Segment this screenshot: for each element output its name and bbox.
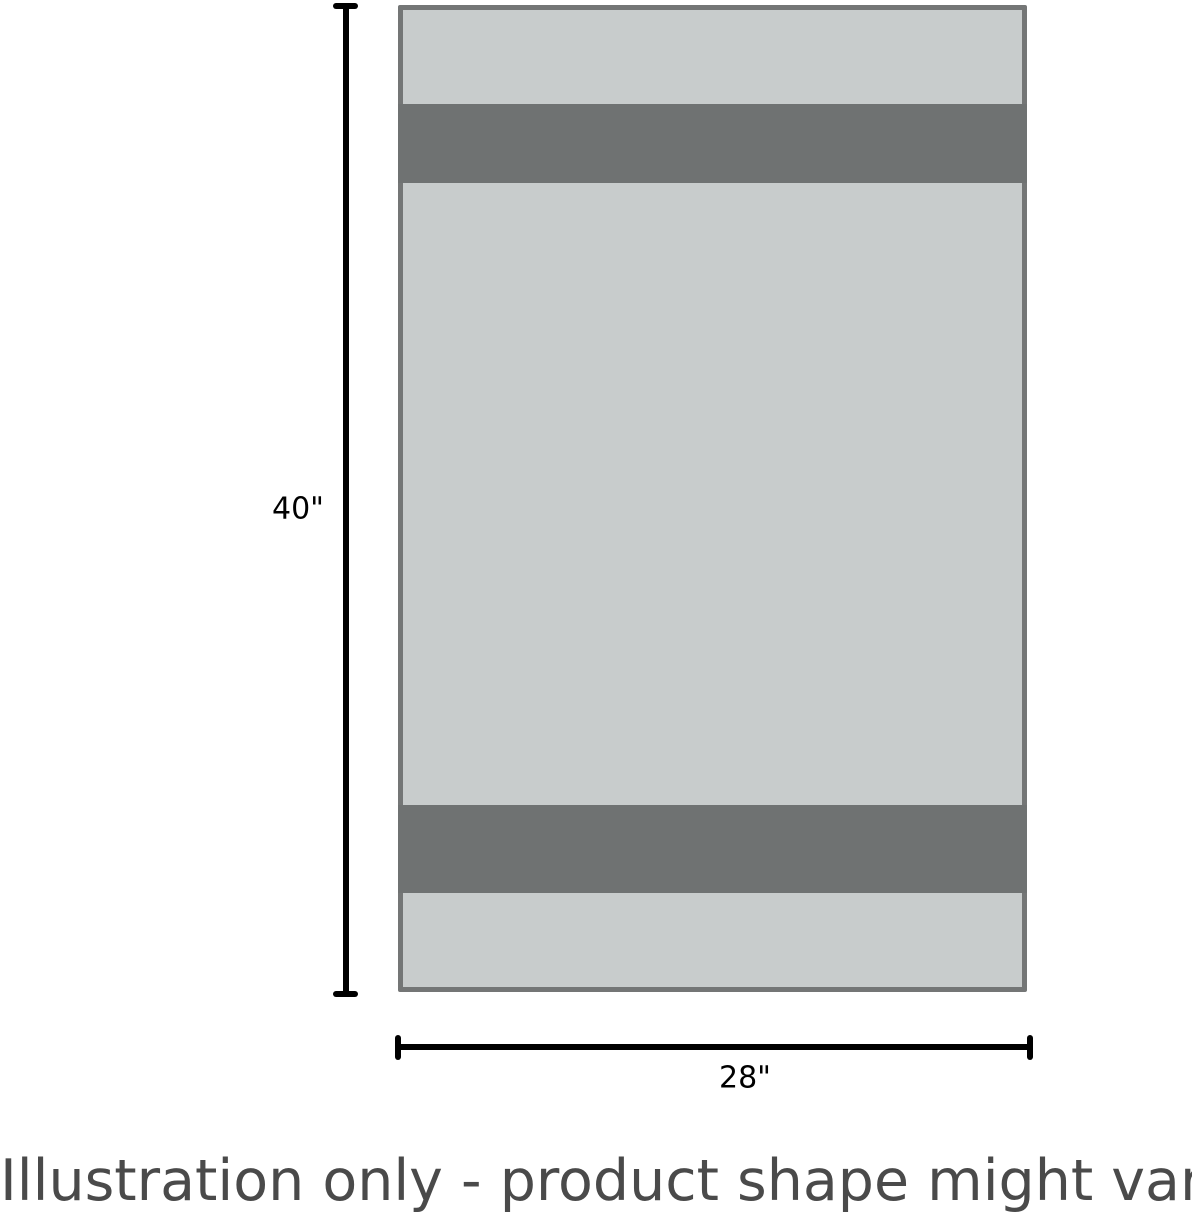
towel-outline xyxy=(398,5,1027,992)
towel-band-top xyxy=(398,104,1027,183)
towel-band-bottom xyxy=(398,805,1027,893)
width-dimension-line xyxy=(398,1044,1030,1050)
height-dimension-cap-bottom xyxy=(333,991,358,997)
width-label: 28" xyxy=(719,1060,771,1096)
width-dimension-cap-right xyxy=(1027,1035,1033,1060)
disclaimer-caption: Illustration only - product shape might … xyxy=(0,1148,1192,1214)
height-label: 40" xyxy=(272,491,324,527)
height-dimension-line xyxy=(343,6,349,993)
width-dimension-cap-left xyxy=(395,1035,401,1060)
height-dimension-cap-top xyxy=(333,3,358,9)
